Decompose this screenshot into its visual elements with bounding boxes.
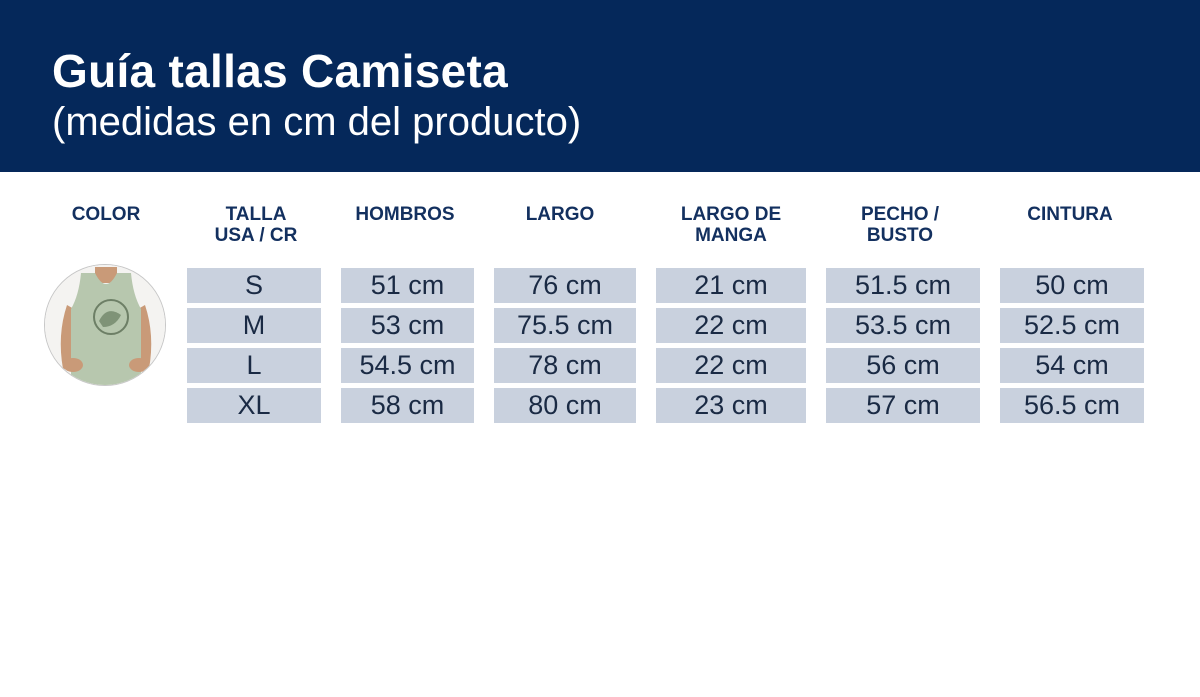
cell-talla: XL	[187, 388, 321, 423]
column-heading-talla: TALLA USA / CR	[214, 204, 298, 246]
page-subtitle: (medidas en cm del producto)	[52, 100, 582, 144]
column-heading-hombros: HOMBROS	[355, 204, 455, 225]
cell-talla: L	[187, 348, 321, 383]
cell-talla: M	[187, 308, 321, 343]
cell-largo: 78 cm	[494, 348, 636, 383]
cell-manga: 22 cm	[656, 308, 806, 343]
column-heading-largo: LARGO	[525, 204, 595, 225]
cell-pecho: 51.5 cm	[826, 268, 980, 303]
cell-manga: 23 cm	[656, 388, 806, 423]
cell-manga: 21 cm	[656, 268, 806, 303]
cell-cintura: 50 cm	[1000, 268, 1144, 303]
column-heading-pecho-busto: PECHO / BUSTO	[860, 204, 940, 246]
cell-cintura: 52.5 cm	[1000, 308, 1144, 343]
cell-pecho: 56 cm	[826, 348, 980, 383]
column-heading-color: COLOR	[71, 204, 141, 225]
cell-talla: S	[187, 268, 321, 303]
column-heading-largo-manga: LARGO DE MANGA	[680, 204, 782, 246]
cell-pecho: 57 cm	[826, 388, 980, 423]
cell-cintura: 54 cm	[1000, 348, 1144, 383]
cell-largo: 75.5 cm	[494, 308, 636, 343]
cell-largo: 80 cm	[494, 388, 636, 423]
page-title: Guía tallas Camiseta	[52, 45, 508, 97]
header-banner: Guía tallas Camiseta (medidas en cm del …	[0, 0, 1200, 172]
cell-cintura: 56.5 cm	[1000, 388, 1144, 423]
cell-pecho: 53.5 cm	[826, 308, 980, 343]
cell-hombros: 58 cm	[341, 388, 474, 423]
cell-manga: 22 cm	[656, 348, 806, 383]
cell-hombros: 53 cm	[341, 308, 474, 343]
cell-largo: 76 cm	[494, 268, 636, 303]
tank-top-model-photo	[44, 264, 166, 386]
cell-hombros: 51 cm	[341, 268, 474, 303]
cell-hombros: 54.5 cm	[341, 348, 474, 383]
column-heading-cintura: CINTURA	[1027, 204, 1113, 225]
